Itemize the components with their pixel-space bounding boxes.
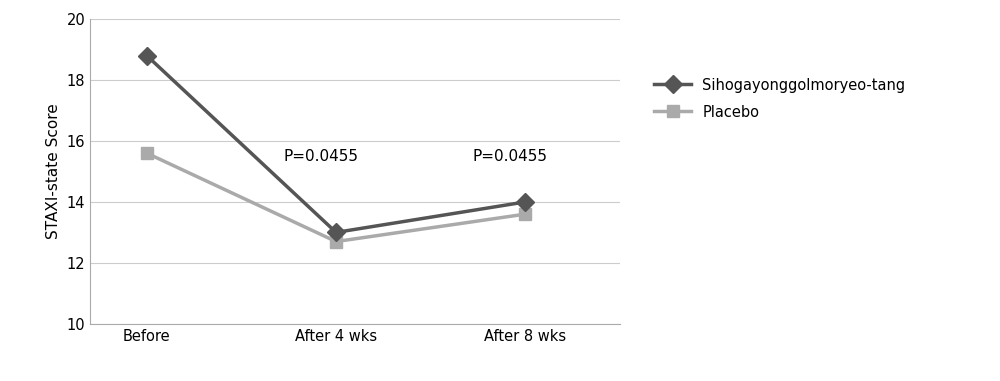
Placebo — [141, 151, 153, 155]
Sihogayonggolmoryeo-tang — [141, 53, 153, 58]
Line: Sihogayonggolmoryeo-tang: Sihogayonggolmoryeo-tang — [141, 50, 532, 239]
Sihogayonggolmoryeo-tang — [519, 200, 531, 204]
Y-axis label: STAXI-state Score: STAXI-state Score — [46, 104, 61, 239]
Text: P=0.0455: P=0.0455 — [472, 149, 547, 164]
Sihogayonggolmoryeo-tang — [330, 230, 342, 235]
Line: Placebo: Placebo — [141, 147, 532, 248]
Placebo — [330, 239, 342, 244]
Legend: Sihogayonggolmoryeo-tang, Placebo: Sihogayonggolmoryeo-tang, Placebo — [648, 72, 911, 125]
Text: P=0.0455: P=0.0455 — [283, 149, 358, 164]
Placebo — [519, 212, 531, 216]
